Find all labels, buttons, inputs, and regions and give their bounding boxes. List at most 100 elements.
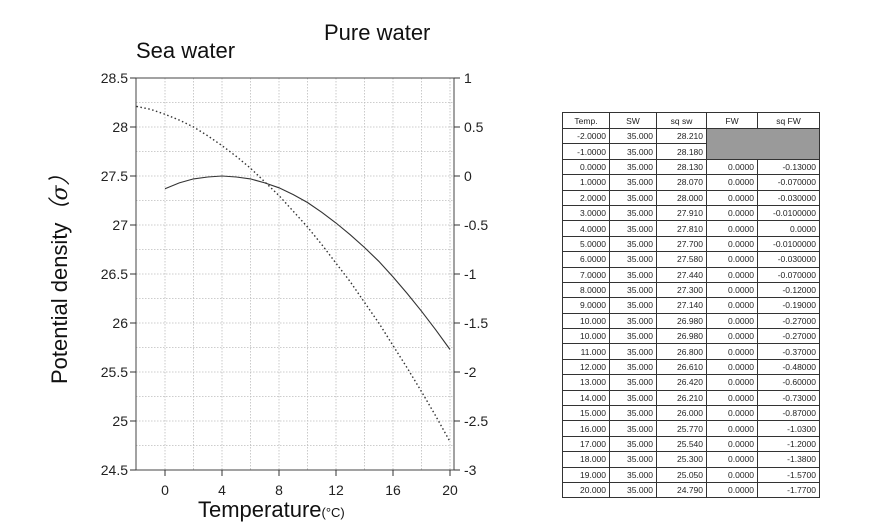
table-cell: 35.000 xyxy=(609,189,657,206)
table-row: -2.0000 35.000 28.210 xyxy=(562,127,820,160)
table-cell: 18.000 xyxy=(562,451,610,468)
table-cell: 35.000 xyxy=(609,374,657,391)
table-cell: 0.0000 xyxy=(706,189,758,206)
sea-water-line xyxy=(136,105,451,442)
table-header-cell: SW xyxy=(609,112,657,129)
table-cell: -1.2000 xyxy=(757,435,820,453)
table-cell: -0.19000 xyxy=(757,297,820,314)
y-right-tick-label: -1.5 xyxy=(464,315,488,331)
table-row: 15.000 35.000 26.000 0.0000 -0.87000 xyxy=(562,405,820,422)
y-left-tick-label: 28.5 xyxy=(101,70,128,86)
table-cell: -0.070000 xyxy=(757,266,820,283)
table-row: 2.0000 35.000 28.000 0.0000 -0.030000 xyxy=(562,189,820,206)
table-cell: 0.0000 xyxy=(706,328,758,345)
table-cell: 27.910 xyxy=(656,204,707,222)
table-cell: 4.0000 xyxy=(562,220,610,237)
table-cell: 35.000 xyxy=(609,143,657,160)
table-cell: -0.37000 xyxy=(757,343,820,360)
table-row: 12.000 35.000 26.610 0.0000 -0.48000 xyxy=(562,358,820,376)
table-cell: 35.000 xyxy=(609,174,657,191)
y-right-tick-label: -1 xyxy=(464,266,477,282)
table-cell: 0.0000 xyxy=(706,374,758,391)
table-cell: -0.60000 xyxy=(757,374,820,391)
table-cell: 0.0000 xyxy=(706,281,758,299)
table-row: 6.0000 35.000 27.580 0.0000 -0.030000 xyxy=(562,251,820,268)
x-axis-unit: (°C) xyxy=(321,505,345,520)
y-left-tick-label: 25.5 xyxy=(101,364,128,380)
table-cell: -0.0100000 xyxy=(757,204,820,222)
table-cell: 28.000 xyxy=(656,189,707,206)
table-cell: 17.000 xyxy=(562,435,610,453)
table-cell: 0.0000 xyxy=(706,481,758,499)
table-cell: 0.0000 xyxy=(706,204,758,222)
table-cell: 28.130 xyxy=(656,158,707,176)
y-left-tick-label: 24.5 xyxy=(101,462,128,478)
table-cell: 16.000 xyxy=(562,420,610,437)
table-cell: 26.420 xyxy=(656,374,707,391)
table-cell: 0.0000 xyxy=(706,466,758,483)
table-cell: 11.000 xyxy=(562,343,610,360)
table-row: 3.0000 35.000 27.910 0.0000 -0.0100000 xyxy=(562,204,820,222)
y-left-tick-label: 25 xyxy=(112,413,128,429)
table-row: 20.000 35.000 24.790 0.0000 -1.7700 xyxy=(562,481,820,499)
axis-ticks xyxy=(130,77,460,476)
table-cell: 27.440 xyxy=(656,266,707,283)
table-cell: 20.000 xyxy=(562,481,610,499)
table-cell: 35.000 xyxy=(609,204,657,222)
table-header-row: Temp. SW sq sw FW sq FW xyxy=(562,112,820,129)
table-cell: 0.0000 xyxy=(706,297,758,314)
table-cell: 10.000 xyxy=(562,328,610,345)
sea-water-label: Sea water xyxy=(136,38,236,63)
pure-water-label: Pure water xyxy=(324,20,431,45)
x-axis-title: Temperature xyxy=(198,497,322,522)
table-cell: 35.000 xyxy=(609,343,657,360)
table-cell: 13.000 xyxy=(562,374,610,391)
table-cell: 35.000 xyxy=(609,220,657,237)
table-cell: 3.0000 xyxy=(562,204,610,222)
table-cell: 0.0000 xyxy=(706,405,758,422)
table-cell: 0.0000 xyxy=(706,389,758,407)
table-cell: 0.0000 xyxy=(706,312,758,330)
table-cell: 0.0000 xyxy=(706,420,758,437)
y-right-tick-label: -2.5 xyxy=(464,413,488,429)
table-cell: -0.48000 xyxy=(757,358,820,376)
table-cell: -0.73000 xyxy=(757,389,820,407)
chart-grid xyxy=(136,78,454,470)
data-table: Temp. SW sq sw FW sq FW -2.0000 35.000 28.210-… xyxy=(562,112,820,499)
table-cell: 10.000 xyxy=(562,312,610,330)
table-cell: 12.000 xyxy=(562,358,610,376)
table-cell: -0.0100000 xyxy=(757,235,820,253)
table-cell: -1.3800 xyxy=(757,451,820,468)
y-right-tick-label: -0.5 xyxy=(464,217,488,233)
table-cell: 0.0000 xyxy=(706,451,758,468)
y-left-tick-label: 26.5 xyxy=(101,266,128,282)
table-cell: 35.000 xyxy=(609,451,657,468)
table-cell: 8.0000 xyxy=(562,281,610,299)
table-body: -2.0000 35.000 28.210 -1.0000 35.000 28.180 0.… xyxy=(562,127,820,499)
table-header-cell: FW xyxy=(706,112,758,129)
table-cell: -0.27000 xyxy=(757,328,820,345)
table-cell: -0.030000 xyxy=(757,189,820,206)
y-right-tick-label: -2 xyxy=(464,364,477,380)
table-cell: 27.580 xyxy=(656,251,707,268)
table-cell: 25.540 xyxy=(656,435,707,453)
table-row: 4.0000 35.000 27.810 0.0000 0.0000 xyxy=(562,220,820,237)
table-row: 10.000 35.000 26.980 0.0000 -0.27000 xyxy=(562,328,820,345)
y-right-tick-label: 1 xyxy=(464,70,472,86)
table-row: 16.000 35.000 25.770 0.0000 -1.0300 xyxy=(562,420,820,437)
table-cell: -0.12000 xyxy=(757,281,820,299)
table-cell: -0.070000 xyxy=(757,174,820,191)
series-lines xyxy=(136,105,451,442)
table-row: 18.000 35.000 25.300 0.0000 -1.3800 xyxy=(562,451,820,468)
table-row: 1.0000 35.000 28.070 0.0000 -0.070000 xyxy=(562,174,820,191)
table-cell: 35.000 xyxy=(609,281,657,299)
table-cell: 35.000 xyxy=(609,328,657,345)
table-cell: 35.000 xyxy=(609,235,657,253)
table-cell: -1.7700 xyxy=(757,481,820,499)
table-cell: 26.800 xyxy=(656,343,707,360)
table-cell: 25.770 xyxy=(656,420,707,437)
x-tick-label: 4 xyxy=(218,482,226,498)
table-header-cell: sq sw xyxy=(656,112,707,129)
table-cell: 9.0000 xyxy=(562,297,610,314)
table-cell: 25.050 xyxy=(656,466,707,483)
